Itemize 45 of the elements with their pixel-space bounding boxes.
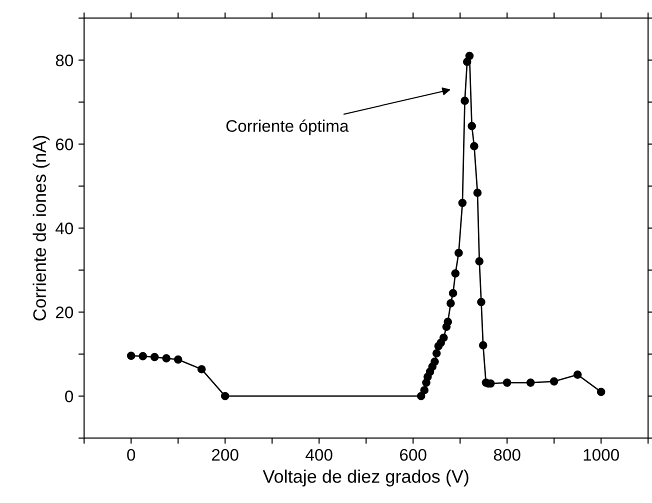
point: [478, 341, 488, 350]
point: [460, 96, 469, 106]
y-tick-label: 60: [56, 138, 74, 150]
y-axis-title: Corriente de iones (nA): [32, 136, 50, 321]
point: [220, 392, 230, 400]
y-tick-label: 80: [56, 54, 74, 66]
point: [526, 378, 535, 387]
y-tick-label: 0: [65, 390, 74, 402]
point: [432, 349, 441, 358]
point: [138, 352, 148, 360]
point: [420, 386, 429, 394]
x-tick-label: 1000: [584, 448, 619, 461]
y-tick-label: 20: [56, 306, 74, 318]
point: [416, 392, 426, 400]
point: [174, 355, 182, 364]
point: [197, 365, 206, 374]
y-tick-label: 40: [56, 222, 74, 234]
point: [550, 377, 558, 386]
point: [126, 352, 136, 360]
x-tick-label: 400: [306, 448, 332, 461]
point: [150, 352, 159, 362]
point: [470, 142, 478, 150]
point: [444, 318, 452, 326]
x-tick-label: 0: [127, 448, 136, 461]
point: [502, 378, 512, 387]
point: [430, 358, 439, 366]
point: [573, 370, 582, 379]
point: [454, 248, 463, 258]
point: [477, 298, 486, 306]
point: [451, 269, 460, 278]
x-tick-label: 600: [400, 448, 426, 461]
point: [596, 388, 606, 396]
point: [473, 188, 482, 197]
x-axis-title: Voltaje de diez grados (V): [262, 470, 468, 486]
point: [458, 198, 467, 208]
point: [162, 354, 171, 362]
annotation: Corriente óptima: [226, 119, 349, 136]
point: [446, 299, 455, 308]
point: [448, 289, 458, 298]
point: [475, 257, 484, 266]
point: [439, 334, 448, 342]
point: [468, 122, 476, 130]
x-tick-label: 200: [212, 448, 238, 461]
point: [465, 52, 474, 60]
x-tick-label: 800: [494, 448, 520, 461]
